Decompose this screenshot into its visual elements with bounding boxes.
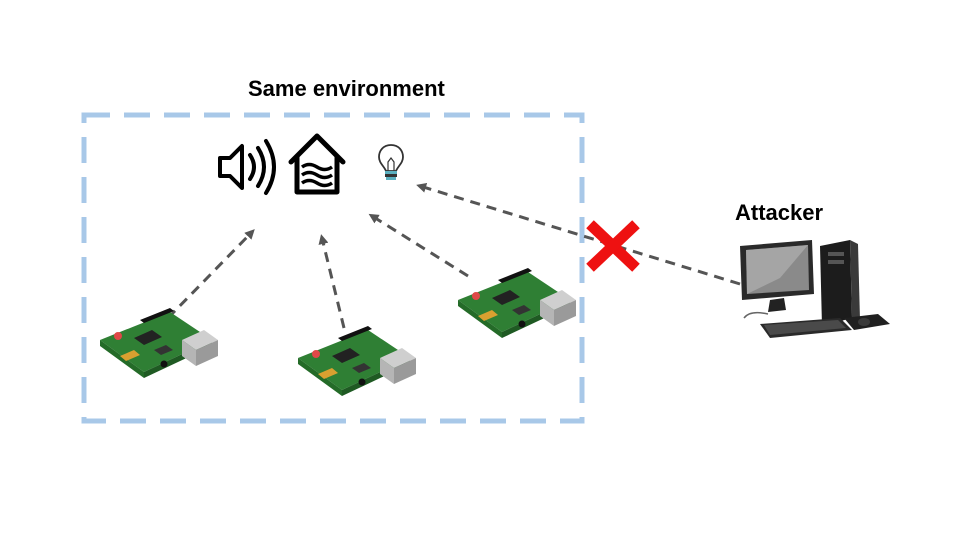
arrow-board-3-to-home: [368, 213, 469, 278]
raspberry-pi-board-1: [100, 308, 218, 378]
speaker-icon: [218, 139, 276, 195]
raspberry-pi-board-icon: [100, 308, 218, 378]
arrow-attacker-to-bulb: [416, 182, 741, 286]
raspberry-pi-board-icon: [298, 326, 416, 396]
arrow-board-1-to-speaker: [166, 229, 255, 320]
environment-title: Same environment: [248, 76, 445, 101]
raspberry-pi-board-icon: [458, 268, 576, 338]
raspberry-pi-board-2: [298, 326, 416, 396]
red-cross-icon: [586, 220, 640, 272]
smart-home-icon: [288, 133, 346, 195]
attacker-label: Attacker: [735, 200, 824, 225]
desktop-computer-icon: [740, 240, 890, 338]
light-bulb-icon: [378, 144, 404, 180]
environment-boundary: [81, 112, 585, 424]
raspberry-pi-board-3: [458, 268, 576, 338]
arrow-board-2-to-home: [318, 234, 346, 329]
